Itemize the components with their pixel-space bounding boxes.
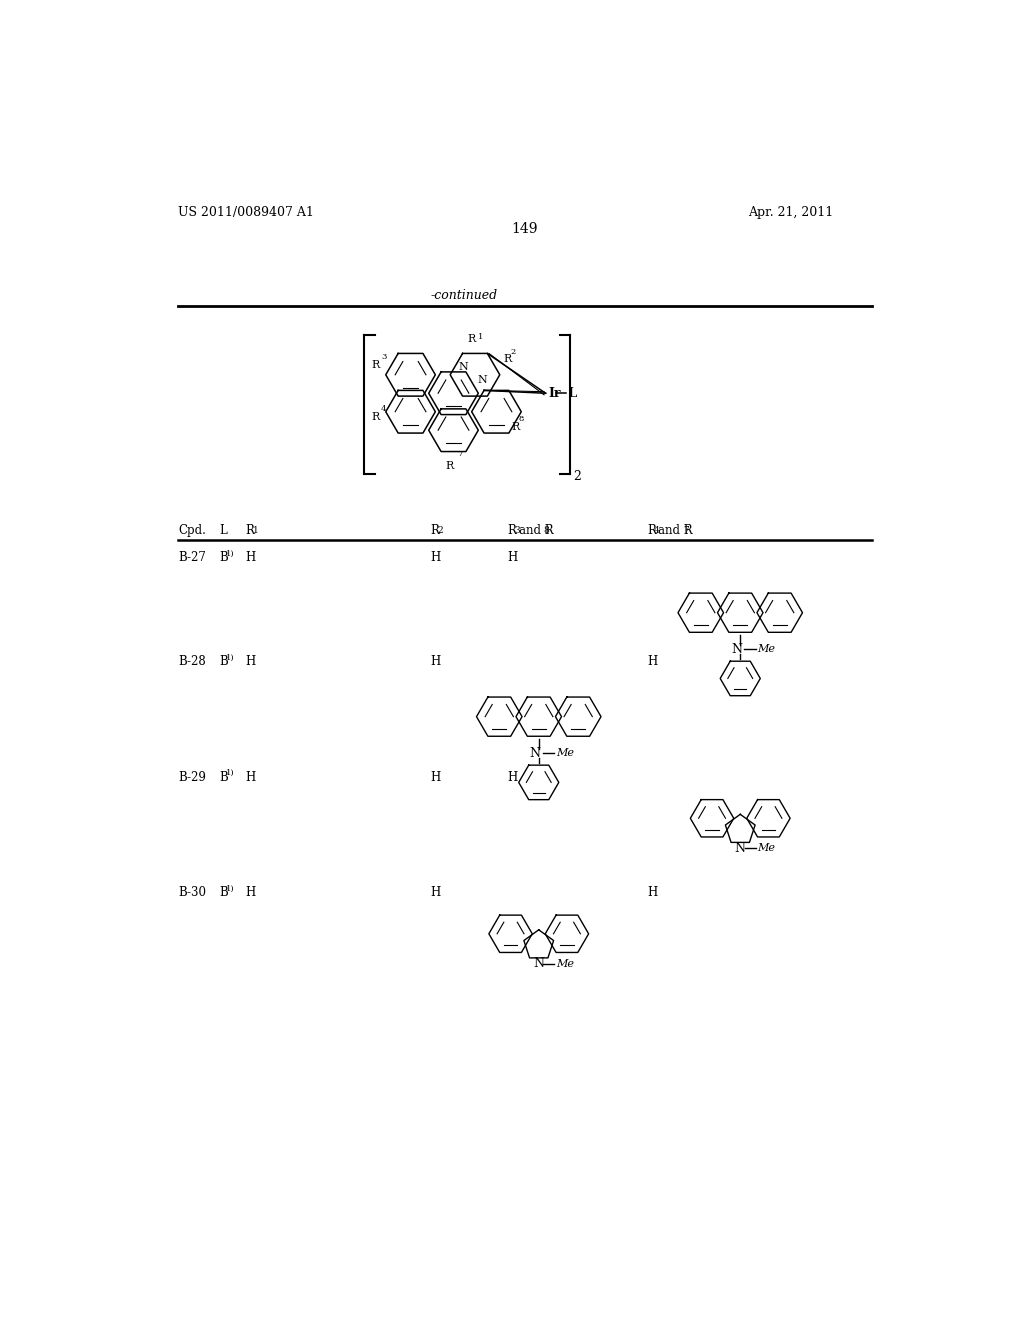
Text: N: N	[529, 747, 541, 759]
Text: R: R	[445, 461, 454, 471]
Text: N: N	[459, 363, 469, 372]
Text: H: H	[430, 552, 440, 564]
Text: Me: Me	[556, 748, 573, 758]
Text: R: R	[430, 524, 439, 537]
Text: R: R	[372, 360, 380, 370]
Text: 3: 3	[515, 527, 520, 536]
Text: 1): 1)	[226, 653, 236, 661]
Text: 3: 3	[381, 352, 386, 362]
Text: 2: 2	[572, 470, 581, 483]
Text: 4: 4	[654, 527, 660, 536]
Text: N: N	[477, 375, 487, 384]
Text: 1: 1	[478, 333, 483, 341]
Text: -continued: -continued	[430, 289, 498, 302]
Text: 1): 1)	[226, 770, 236, 777]
Text: 8: 8	[518, 416, 523, 424]
Text: H: H	[246, 886, 256, 899]
Text: R: R	[511, 421, 519, 432]
Text: 2: 2	[437, 527, 442, 536]
Text: R: R	[372, 412, 380, 421]
Text: R: R	[508, 524, 517, 537]
Text: H: H	[246, 655, 256, 668]
Text: B-30: B-30	[178, 886, 207, 899]
Text: R: R	[467, 334, 475, 345]
Text: H: H	[430, 886, 440, 899]
Text: H: H	[246, 552, 256, 564]
Text: B: B	[219, 655, 228, 668]
Text: Apr. 21, 2011: Apr. 21, 2011	[748, 206, 834, 219]
Text: B-27: B-27	[178, 552, 206, 564]
Text: H: H	[647, 655, 657, 668]
Text: 149: 149	[512, 222, 538, 235]
Text: B: B	[219, 886, 228, 899]
Text: B-28: B-28	[178, 655, 206, 668]
Text: Ir: Ir	[549, 387, 561, 400]
Text: US 2011/0089407 A1: US 2011/0089407 A1	[178, 206, 314, 219]
Text: Cpd.: Cpd.	[178, 524, 206, 537]
Text: H: H	[430, 771, 440, 784]
Text: H: H	[246, 771, 256, 784]
Text: B-29: B-29	[178, 771, 206, 784]
Text: and R: and R	[658, 524, 692, 537]
Text: N: N	[735, 842, 745, 855]
Text: B: B	[219, 771, 228, 784]
Text: H: H	[647, 886, 657, 899]
Text: N: N	[534, 957, 544, 970]
Text: 1: 1	[253, 527, 258, 536]
Text: R: R	[504, 354, 512, 363]
Text: 2: 2	[511, 347, 516, 355]
Text: R: R	[246, 524, 255, 537]
Text: Me: Me	[758, 843, 775, 854]
Text: B: B	[219, 552, 228, 564]
Text: H: H	[430, 655, 440, 668]
Text: R: R	[647, 524, 656, 537]
Text: 1): 1)	[226, 884, 236, 892]
Text: 1): 1)	[226, 549, 236, 557]
Text: Me: Me	[556, 958, 573, 969]
Text: Me: Me	[758, 644, 775, 655]
Text: H: H	[508, 771, 518, 784]
Text: and R: and R	[518, 524, 553, 537]
Text: 4: 4	[381, 405, 387, 413]
Text: 8: 8	[544, 527, 549, 536]
Text: H: H	[508, 552, 518, 564]
Text: 7: 7	[683, 527, 689, 536]
Text: L: L	[219, 524, 227, 537]
Text: L: L	[568, 387, 577, 400]
Text: N: N	[731, 643, 741, 656]
Text: 7: 7	[457, 450, 462, 458]
